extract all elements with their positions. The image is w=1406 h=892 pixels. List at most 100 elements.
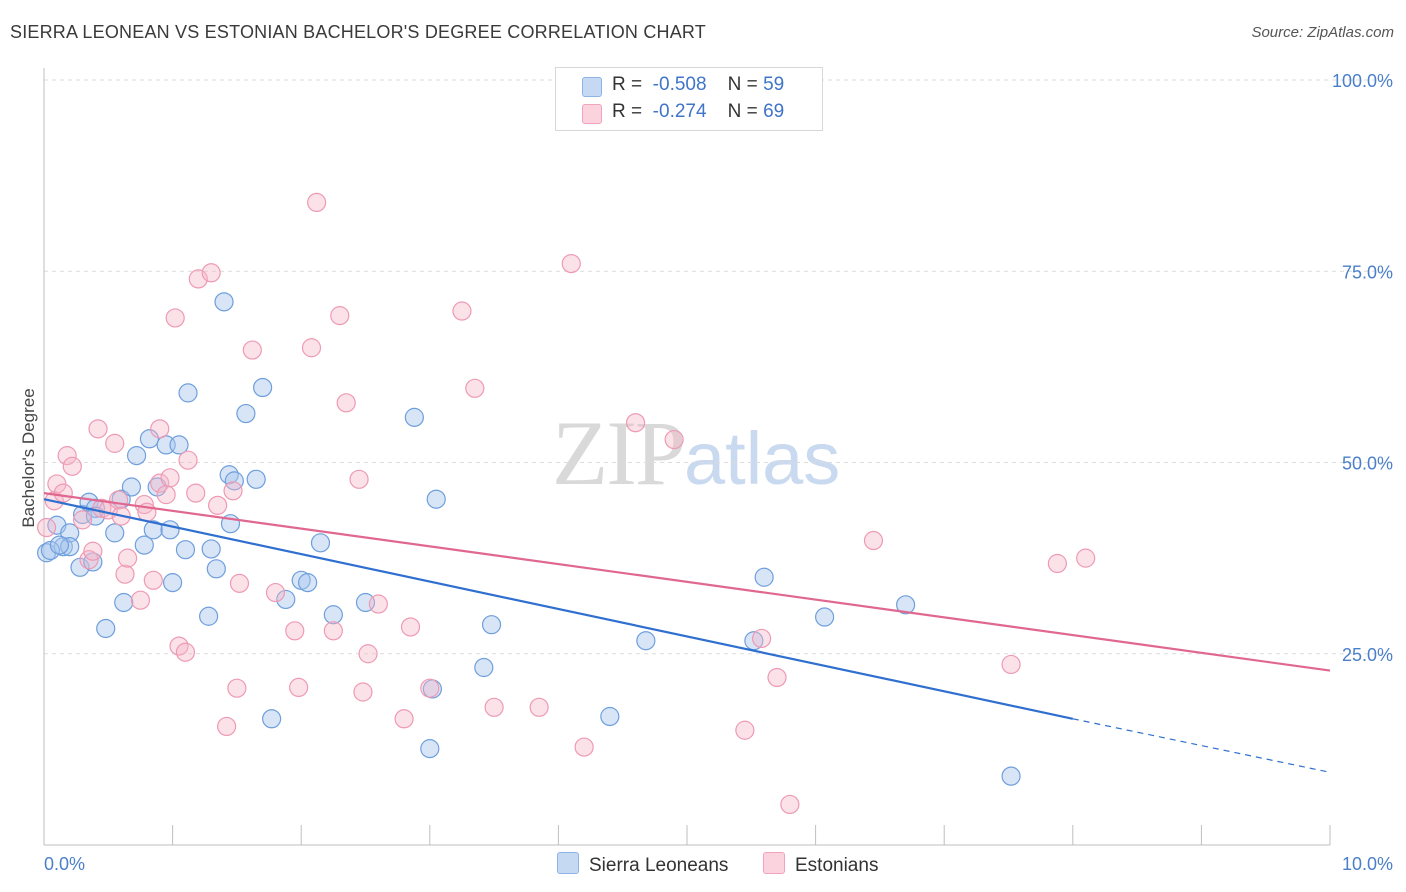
legend-swatch-blue [582, 77, 602, 97]
sierra-leonean-point [134, 535, 154, 555]
estonian-point [115, 564, 135, 584]
estonian-point [420, 678, 440, 698]
estonian-point [1047, 553, 1067, 574]
watermark: ZIPatlas [552, 400, 840, 506]
estonian-point [227, 678, 247, 698]
estonian-point [143, 570, 163, 590]
sierra-leonean-point [139, 429, 160, 449]
estonian-point [751, 628, 772, 649]
estonian-point [83, 541, 103, 561]
sierra-leonean-point [246, 469, 266, 489]
y-tick-label: 75.0% [1342, 262, 1393, 282]
estonian-point [353, 682, 373, 702]
estonian-point [229, 573, 250, 593]
sierra-leonean-point [40, 540, 61, 561]
sierra-leonean-point [636, 631, 656, 651]
estonian-point [130, 590, 151, 610]
sierra-leonean-point [206, 559, 226, 579]
sierra-leonean-trendline [43, 498, 1074, 720]
estonian-point [150, 419, 170, 439]
sierra-leonean-point [224, 471, 244, 491]
sierra-leonean-point [474, 657, 494, 678]
sierra-leonean-point [323, 605, 343, 625]
sierra-leonean-point [481, 615, 502, 635]
legend-r-value: -0.508 [652, 74, 707, 95]
correlation-legend: R = -0.508 N = 59 R = -0.274 N = 69 [555, 67, 823, 131]
y-tick-label: 25.0% [1342, 645, 1393, 665]
bottom-legend-estonians: Estonians [763, 852, 878, 877]
estonian-point [175, 642, 196, 662]
sierra-leonean-point [754, 567, 774, 587]
estonian-point [62, 456, 82, 476]
sierra-leonean-point [105, 523, 125, 543]
estonian-point [108, 490, 129, 510]
estonian-point [36, 517, 57, 538]
estonian-trendline [43, 492, 1331, 672]
sierra-leonean-point [276, 589, 296, 610]
sierra-leonean-point [201, 539, 221, 559]
legend-swatch-pink [582, 104, 602, 124]
sierra-leonean-point [262, 709, 282, 729]
estonian-point [368, 594, 388, 614]
estonian-point [150, 473, 170, 493]
estonian-point [186, 483, 206, 503]
bottom-legend-swatch-pink [763, 852, 785, 874]
sierra-leonean-point [60, 523, 80, 543]
sierra-leonean-trendline-extension [1072, 718, 1331, 773]
sierra-leonean-point [310, 533, 331, 553]
estonian-point [223, 481, 243, 501]
y-axis-label: Bachelor's Degree [19, 388, 38, 527]
sierra-leonean-point [49, 535, 70, 555]
sierra-leonean-point [169, 435, 189, 455]
y-tick-label: 50.0% [1342, 454, 1393, 474]
watermark-atlas: atlas [684, 417, 841, 500]
estonian-point [863, 530, 884, 551]
y-tick-label: 100.0% [1332, 71, 1393, 91]
sierra-leonean-point [126, 446, 147, 466]
sierra-leonean-point [60, 537, 80, 557]
estonian-point [289, 677, 309, 698]
estonian-point [349, 469, 369, 489]
estonian-point [208, 495, 228, 515]
legend-n-label: N = [727, 74, 758, 95]
legend-r-label: R = [612, 101, 643, 122]
chart-title: SIERRA LEONEAN VS ESTONIAN BACHELOR'S DE… [10, 22, 706, 42]
estonian-point [242, 340, 262, 360]
sierra-leonean-point [420, 739, 440, 759]
estonian-point [217, 716, 237, 737]
sierra-leonean-point [214, 292, 234, 312]
bottom-legend-swatch-blue [557, 852, 579, 874]
sierra-leonean-point [219, 465, 239, 485]
sierra-leonean-point [114, 592, 134, 613]
estonian-point [336, 393, 356, 413]
sierra-leonean-point [404, 407, 424, 427]
estonian-point [285, 621, 305, 641]
sierra-leonean-point [199, 606, 219, 626]
estonian-point [57, 446, 77, 466]
sierra-leonean-point [143, 520, 163, 540]
legend-r-value: -0.274 [652, 101, 707, 122]
estonian-point [201, 263, 221, 283]
estonian-point [452, 301, 472, 321]
estonian-point [156, 485, 176, 505]
estonian-point [105, 433, 125, 453]
sierra-leonean-point [121, 477, 142, 497]
sierra-leonean-point [1001, 766, 1021, 786]
sierra-leonean-point [160, 520, 180, 540]
bottom-legend-label: Estonians [795, 855, 879, 876]
estonian-point [735, 720, 755, 740]
x-tick-label: 10.0% [1342, 854, 1393, 874]
bottom-legend-sierra-leoneans: Sierra Leoneans [557, 852, 728, 877]
estonian-point [400, 617, 421, 637]
estonian-point [1001, 654, 1021, 675]
estonian-point [780, 794, 800, 815]
sierra-leonean-point [163, 573, 183, 593]
sierra-leonean-point [175, 540, 196, 560]
estonian-point [465, 378, 485, 398]
estonian-point [484, 697, 504, 717]
legend-n-value: 69 [763, 101, 785, 122]
estonian-point [1076, 548, 1096, 568]
estonian-point [88, 419, 108, 439]
x-tick-label: 0.0% [44, 854, 85, 874]
sierra-leonean-point [96, 618, 116, 639]
